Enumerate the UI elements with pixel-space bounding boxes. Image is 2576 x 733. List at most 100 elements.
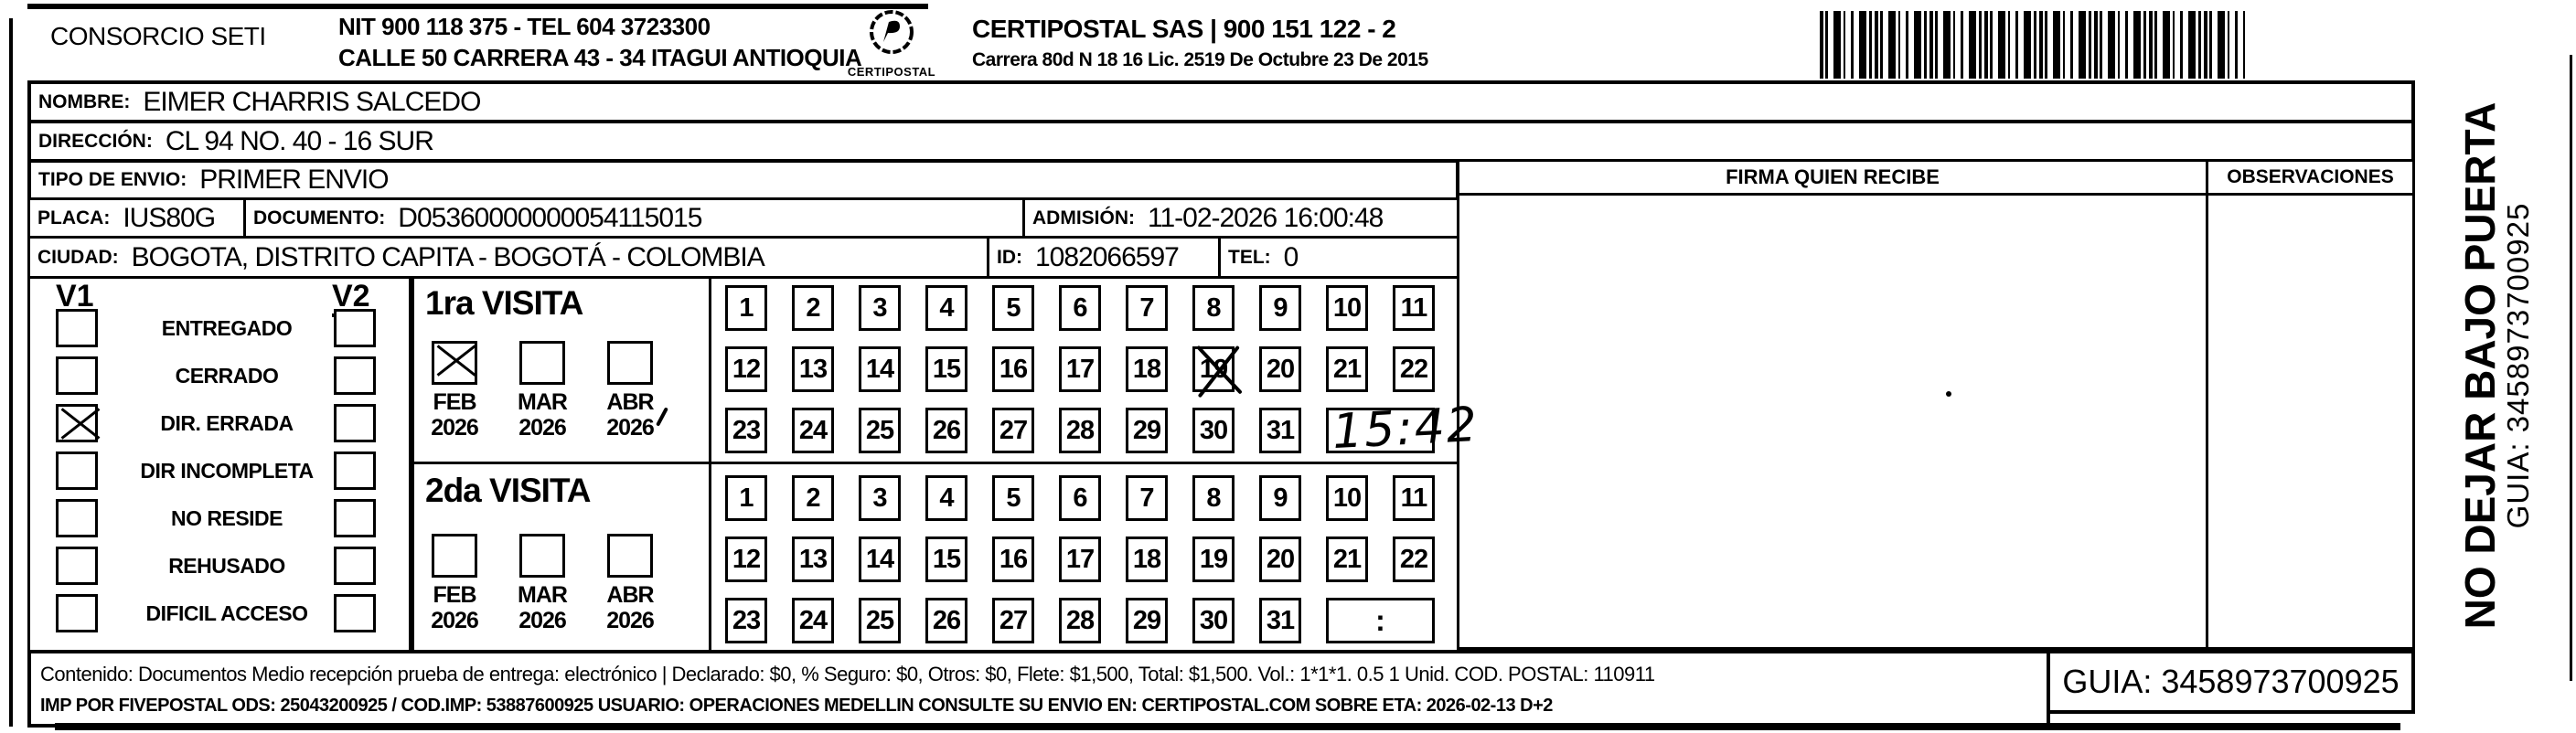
v1-checkbox-entregado[interactable] xyxy=(56,309,98,347)
month-option: ABR 2026 xyxy=(603,534,657,633)
time-box[interactable]: : xyxy=(1326,598,1435,643)
v2-checkbox-no-reside[interactable] xyxy=(334,499,376,537)
month-checkbox-mar[interactable] xyxy=(519,341,565,385)
day-cell-11[interactable]: 11 xyxy=(1393,285,1435,331)
v1-checkbox-rehusado[interactable] xyxy=(56,547,98,585)
day-cell-20[interactable]: 20 xyxy=(1259,346,1301,392)
day-cell-17[interactable]: 17 xyxy=(1059,346,1101,392)
day-cell-24[interactable]: 24 xyxy=(792,598,834,643)
day-cell-9[interactable]: 9 xyxy=(1259,475,1301,521)
day-cell-15[interactable]: 15 xyxy=(925,536,967,582)
v1-checkbox-dificil-acceso[interactable] xyxy=(56,594,98,632)
status-label: REHUSADO xyxy=(168,553,285,578)
v2-checkbox-dir-errada[interactable] xyxy=(334,404,376,442)
month-checkbox-abr[interactable] xyxy=(607,534,653,578)
month-checkbox-feb[interactable] xyxy=(432,534,477,578)
day-cell-13[interactable]: 13 xyxy=(792,536,834,582)
day-cell-19[interactable]: 19 xyxy=(1192,536,1235,582)
status-row: DIFICIL ACCESO xyxy=(30,592,409,634)
day-cell-22[interactable]: 22 xyxy=(1393,536,1435,582)
day-cell-16[interactable]: 16 xyxy=(992,346,1034,392)
day-cell-6[interactable]: 6 xyxy=(1059,285,1101,331)
firma-signature-area[interactable] xyxy=(1457,193,2208,650)
day-cell-26[interactable]: 26 xyxy=(925,408,967,453)
day-cell-25[interactable]: 25 xyxy=(859,408,901,453)
day-cell-7[interactable]: 7 xyxy=(1126,285,1168,331)
day-cell-28[interactable]: 28 xyxy=(1059,408,1101,453)
day-cell-10[interactable]: 10 xyxy=(1326,285,1368,331)
day-cell-19[interactable]: 19 xyxy=(1192,346,1235,392)
day-cell-24[interactable]: 24 xyxy=(792,408,834,453)
day-cell-9[interactable]: 9 xyxy=(1259,285,1301,331)
day-cell-31[interactable]: 31 xyxy=(1259,408,1301,453)
day-cell-13[interactable]: 13 xyxy=(792,346,834,392)
month-checkbox-abr[interactable] xyxy=(607,341,653,385)
day-cell-20[interactable]: 20 xyxy=(1259,536,1301,582)
v1-checkbox-dir-errada[interactable] xyxy=(56,404,98,442)
day-cell-3[interactable]: 3 xyxy=(859,285,901,331)
day-cell-29[interactable]: 29 xyxy=(1126,408,1168,453)
v1-checkbox-no-reside[interactable] xyxy=(56,499,98,537)
day-cell-5[interactable]: 5 xyxy=(992,475,1034,521)
observaciones-area[interactable] xyxy=(2206,193,2415,650)
day-cell-26[interactable]: 26 xyxy=(925,598,967,643)
day-cell-2[interactable]: 2 xyxy=(792,475,834,521)
day-cell-14[interactable]: 14 xyxy=(859,346,901,392)
day-cell-31[interactable]: 31 xyxy=(1259,598,1301,643)
day-cell-23[interactable]: 23 xyxy=(725,598,767,643)
day-cell-5[interactable]: 5 xyxy=(992,285,1034,331)
v2-checkbox-dificil-acceso[interactable] xyxy=(334,594,376,632)
day-cell-15[interactable]: 15 xyxy=(925,346,967,392)
month-checkbox-mar[interactable] xyxy=(519,534,565,578)
day-cell-4[interactable]: 4 xyxy=(925,285,967,331)
day-cell-10[interactable]: 10 xyxy=(1326,475,1368,521)
day-cell-22[interactable]: 22 xyxy=(1393,346,1435,392)
day-cell-3[interactable]: 3 xyxy=(859,475,901,521)
tracking-barcode xyxy=(1820,11,2245,79)
first-visit-months: FEB 2026 MAR 2026 ABR 2026 xyxy=(427,341,657,441)
day-cell-14[interactable]: 14 xyxy=(859,536,901,582)
day-cell-11[interactable]: 11 xyxy=(1393,475,1435,521)
day-cell-12[interactable]: 12 xyxy=(725,536,767,582)
day-cell-23[interactable]: 23 xyxy=(725,408,767,453)
nombre-value: EIMER CHARRIS SALCEDO xyxy=(143,86,481,117)
side-rotated-text: NO DEJAR BAJO PUERTA GUIA: 3458973700925 xyxy=(2442,82,2551,649)
day-cell-1[interactable]: 1 xyxy=(725,475,767,521)
day-cell-21[interactable]: 21 xyxy=(1326,536,1368,582)
day-cell-1[interactable]: 1 xyxy=(725,285,767,331)
day-cell-18[interactable]: 18 xyxy=(1126,536,1168,582)
day-cell-2[interactable]: 2 xyxy=(792,285,834,331)
v2-checkbox-cerrado[interactable] xyxy=(334,356,376,395)
day-cell-18[interactable]: 18 xyxy=(1126,346,1168,392)
day-cell-8[interactable]: 8 xyxy=(1192,475,1235,521)
v2-checkbox-rehusado[interactable] xyxy=(334,547,376,585)
v1-checkbox-dir-incompleta[interactable] xyxy=(56,451,98,490)
day-cell-29[interactable]: 29 xyxy=(1126,598,1168,643)
day-cell-30[interactable]: 30 xyxy=(1192,408,1235,453)
tel-label: TEL: xyxy=(1228,246,1271,268)
time-box[interactable]: 15:42 xyxy=(1326,398,1480,460)
day-cell-30[interactable]: 30 xyxy=(1192,598,1235,643)
month-label: FEB 2026 xyxy=(431,582,479,633)
placa-label: PLACA: xyxy=(37,207,111,228)
day-cell-12[interactable]: 12 xyxy=(725,346,767,392)
id-cell: ID: 1082066597 xyxy=(987,236,1222,279)
nombre-label: NOMBRE: xyxy=(38,90,131,112)
v1-checkbox-cerrado[interactable] xyxy=(56,356,98,395)
day-cell-16[interactable]: 16 xyxy=(992,536,1034,582)
v2-checkbox-entregado[interactable] xyxy=(334,309,376,347)
day-cell-27[interactable]: 27 xyxy=(992,598,1034,643)
status-panel: V1 V2 ENTREGADO CERRADO DIR. ERRADA DIR INC… xyxy=(27,276,412,654)
day-cell-7[interactable]: 7 xyxy=(1126,475,1168,521)
day-cell-4[interactable]: 4 xyxy=(925,475,967,521)
day-cell-6[interactable]: 6 xyxy=(1059,475,1101,521)
day-cell-25[interactable]: 25 xyxy=(859,598,901,643)
month-checkbox-feb[interactable] xyxy=(432,341,477,385)
day-cell-8[interactable]: 8 xyxy=(1192,285,1235,331)
day-cell-17[interactable]: 17 xyxy=(1059,536,1101,582)
day-cell-27[interactable]: 27 xyxy=(992,408,1034,453)
v2-checkbox-dir-incompleta[interactable] xyxy=(334,451,376,490)
day-cell-28[interactable]: 28 xyxy=(1059,598,1101,643)
side-warning-text: NO DEJAR BAJO PUERTA xyxy=(2455,101,2504,630)
day-cell-21[interactable]: 21 xyxy=(1326,346,1368,392)
